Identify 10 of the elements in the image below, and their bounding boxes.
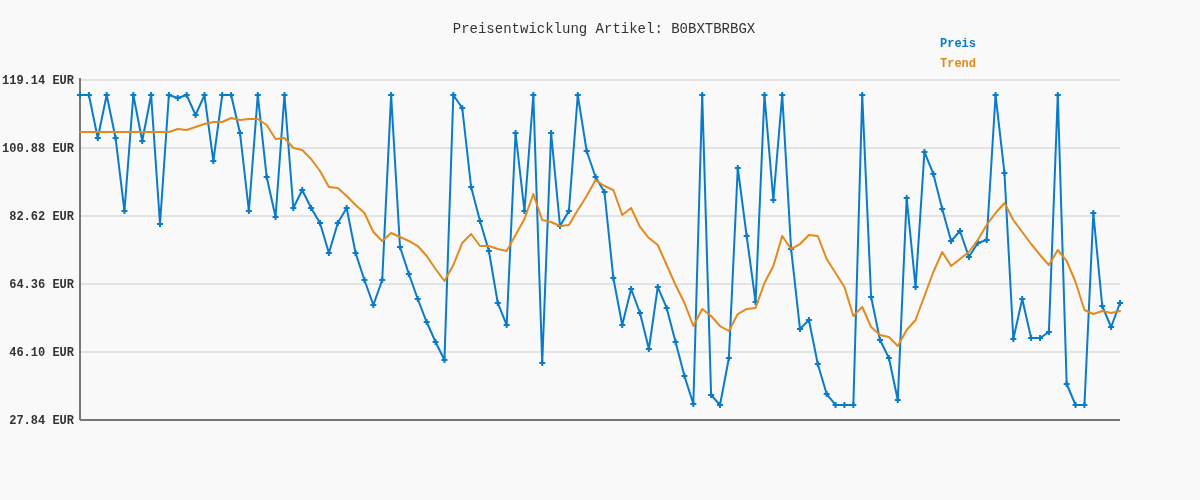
- y-tick-label: 82.62 EUR: [9, 210, 75, 224]
- y-tick-label: 119.14 EUR: [1, 74, 75, 88]
- line-series: [79, 116, 1121, 347]
- y-tick-label: 27.84 EUR: [9, 414, 75, 428]
- chart-title: Preisentwicklung Artikel: B0BXTBRBGX: [452, 21, 756, 37]
- y-tick-label: 100.88 EUR: [1, 142, 75, 156]
- y-tick-label: 46.10 EUR: [9, 346, 75, 360]
- text: Preis: [940, 37, 977, 51]
- text: Trend: [940, 57, 977, 71]
- y-tick-label: 64.36 EUR: [9, 278, 75, 292]
